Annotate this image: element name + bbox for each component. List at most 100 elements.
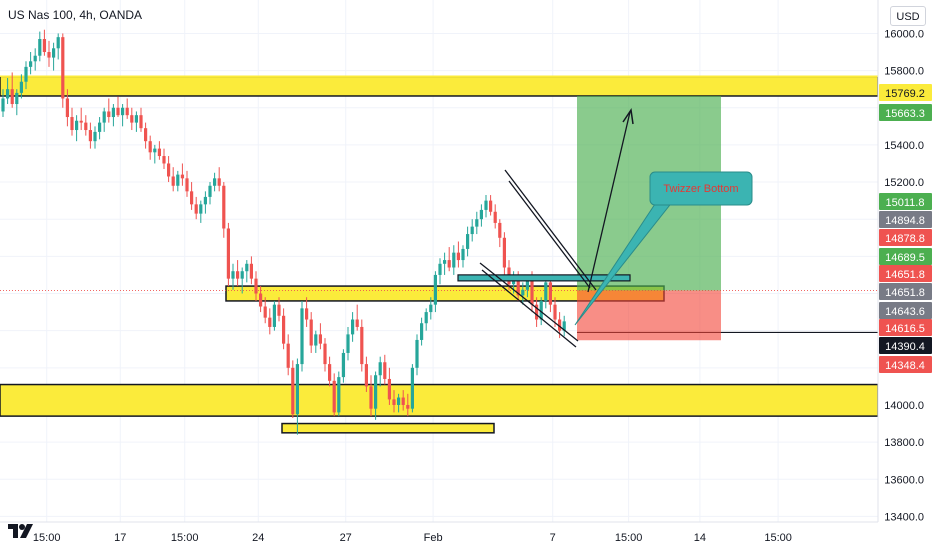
zones-layer: [0, 75, 879, 434]
candle-body: [144, 128, 148, 142]
support-resistance-zone: [0, 383, 879, 417]
candle-body: [263, 306, 267, 318]
time-axis[interactable]: 15:00 17 15:00 24 27 Feb 7 15:00 14 15:00: [0, 521, 878, 550]
candle-body: [130, 115, 134, 123]
time-tick-label: 15:00: [171, 532, 199, 544]
candle-body: [548, 282, 552, 305]
candle-body: [323, 343, 327, 365]
candle-body: [286, 343, 290, 368]
time-tick-label: 15:00: [615, 532, 643, 544]
candle-body: [291, 367, 295, 415]
candle-body: [544, 282, 548, 301]
candle-body: [6, 89, 10, 99]
candle-body: [521, 289, 525, 296]
candle-body: [93, 131, 97, 142]
candle-body: [268, 317, 272, 327]
candle-body: [328, 364, 332, 381]
price-label: 15663.3: [885, 108, 925, 120]
candle-body: [360, 326, 364, 365]
candle-body: [438, 263, 442, 275]
candle-body: [203, 196, 207, 205]
price-label: 14651.8: [885, 269, 925, 281]
candle-body: [479, 209, 483, 220]
candle-body: [222, 185, 226, 229]
price-label-bg: [879, 302, 932, 319]
candle-body: [282, 315, 286, 344]
price-label: 14348.4: [885, 360, 925, 372]
price-label-bg: [879, 211, 932, 228]
price-label: 14643.6: [885, 306, 925, 318]
candle-body: [15, 92, 19, 105]
candle-body: [461, 248, 465, 261]
candle-body: [245, 263, 249, 272]
time-tick-label: 15:00: [764, 532, 792, 544]
candle-body: [213, 178, 217, 186]
time-tick-label: 7: [550, 532, 556, 544]
time-tick-label: 15:00: [33, 532, 61, 544]
candle-body: [111, 107, 115, 118]
price-label: 15011.8: [886, 197, 925, 209]
time-axis-bg: [0, 522, 878, 550]
candle-body: [429, 304, 433, 313]
candle-body: [249, 263, 253, 279]
candle-body: [139, 115, 143, 129]
cyan-level-box: [457, 274, 631, 282]
price-tick-label: 13400.0: [884, 511, 924, 523]
candle-body: [134, 115, 138, 123]
candle-body: [387, 378, 391, 400]
price-label-bg: [879, 248, 932, 265]
currency-label: USD: [896, 11, 920, 23]
price-label-bg: [879, 319, 932, 336]
time-tick-label: 14: [694, 532, 706, 544]
candle-body: [351, 319, 355, 335]
candle-body: [162, 156, 166, 164]
price-label: 14878.8: [885, 233, 925, 245]
candle-body: [231, 271, 235, 279]
candle-body: [61, 37, 65, 99]
candle-body: [180, 174, 184, 179]
candle-body: [1, 98, 5, 112]
candle-body: [38, 39, 42, 56]
candle-body: [121, 107, 125, 116]
currency-button[interactable]: USD: [890, 6, 926, 26]
price-label-bg: [879, 337, 932, 354]
candle-body: [10, 89, 14, 105]
candle-body: [102, 111, 106, 123]
candle-body: [553, 304, 557, 320]
candle-body: [33, 55, 37, 62]
candle-body: [65, 98, 69, 118]
candle-body: [374, 375, 378, 409]
candle-body: [383, 362, 387, 379]
candle-body: [199, 204, 203, 214]
candle-body: [300, 308, 304, 365]
price-tick-label: 15800.0: [884, 66, 924, 78]
candle-body: [116, 107, 120, 116]
candle-body: [410, 367, 414, 409]
target-arrow-line: [587, 111, 631, 293]
candle-body: [337, 377, 341, 413]
time-tick-label: 17: [114, 532, 126, 544]
candle-body: [185, 178, 189, 192]
price-label: 14894.8: [885, 215, 925, 227]
candle-body: [530, 278, 534, 305]
time-tick-label: Feb: [424, 532, 443, 544]
candle-body: [259, 293, 263, 307]
price-tick-label: 15400.0: [884, 140, 924, 152]
candle-body: [535, 304, 539, 320]
candle-body: [443, 260, 447, 264]
candle-body: [415, 339, 419, 368]
candle-body: [190, 191, 194, 205]
arrow-head-icon: [622, 107, 634, 125]
price-label: 14616.5: [885, 323, 925, 335]
candle-body: [75, 120, 79, 131]
candle-body: [52, 48, 56, 58]
wedge-line-upper-1: [504, 169, 597, 291]
candle-body: [489, 200, 493, 212]
price-label-bg: [879, 283, 932, 300]
price-tick-label: 13800.0: [884, 437, 924, 449]
support-resistance-zone: [0, 75, 879, 97]
candle-body: [70, 117, 74, 131]
candle-body: [56, 37, 60, 49]
drawings-layer[interactable]: Twizzer Bottom: [457, 107, 753, 348]
